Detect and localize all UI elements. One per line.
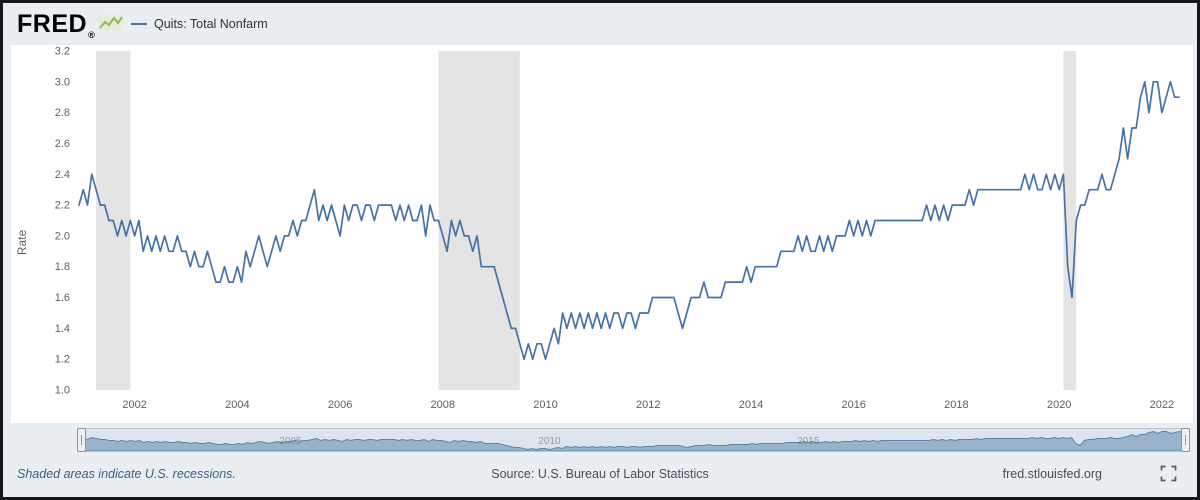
fred-logo[interactable]: FRED® xyxy=(17,10,124,40)
legend-label: Quits: Total Nonfarm xyxy=(154,17,268,31)
x-tick-label: 2010 xyxy=(533,399,557,411)
chart-panel: 1.0 1.2 1.4 1.6 1.8 2.0 2.2 2.4 2.6 2.8 3.0 3.2 2002… xyxy=(11,45,1193,423)
fred-url[interactable]: fred.stlouisfed.org xyxy=(1002,467,1102,481)
y-tick-label: 1.0 xyxy=(55,385,70,397)
y-axis-title: Rate xyxy=(17,229,29,256)
quits-line-chart[interactable]: 1.0 1.2 1.4 1.6 1.8 2.0 2.2 2.4 2.6 2.8 3.0 3.2 2002… xyxy=(11,45,1193,423)
y-tick-label: 3.0 xyxy=(55,76,70,88)
x-tick-label: 2004 xyxy=(225,399,249,411)
fullscreen-icon[interactable] xyxy=(1160,465,1177,482)
y-tick-label: 2.4 xyxy=(55,169,70,181)
recession-band xyxy=(1063,51,1077,390)
series-line xyxy=(78,80,1180,361)
legend-line-marker xyxy=(131,22,147,26)
x-tick-label: 2006 xyxy=(328,399,352,411)
navigator[interactable]: 2005 2010 2015 xyxy=(77,428,1190,452)
y-tick-label: 1.4 xyxy=(55,323,70,335)
navigator-year-label: 2015 xyxy=(797,436,820,447)
y-tick-label: 3.2 xyxy=(55,46,70,58)
y-tick-label: 2.8 xyxy=(55,107,70,119)
navigator-area-chart: 2005 2010 2015 xyxy=(79,430,1188,451)
recession-note: Shaded areas indicate U.S. recessions. xyxy=(17,467,236,481)
y-tick-label: 2.6 xyxy=(55,138,70,150)
navigator-year-label: 2005 xyxy=(279,436,302,447)
x-tick-label: 2014 xyxy=(739,399,763,411)
navigator-left-handle[interactable] xyxy=(77,428,86,452)
y-tick-label: 1.6 xyxy=(55,292,70,304)
x-tick-label: 2002 xyxy=(122,399,146,411)
navigator-year-label: 2010 xyxy=(538,436,561,447)
navigator-right-handle[interactable] xyxy=(1181,428,1190,452)
y-tick-label: 2.0 xyxy=(55,230,70,242)
fred-logo-text: FRED xyxy=(17,10,88,38)
x-tick-label: 2008 xyxy=(431,399,455,411)
y-tick-label: 2.2 xyxy=(55,200,70,212)
x-tick-label: 2022 xyxy=(1150,399,1174,411)
x-tick-label: 2018 xyxy=(944,399,968,411)
x-tick-label: 2016 xyxy=(841,399,865,411)
y-tick-label: 1.2 xyxy=(55,354,70,366)
x-tick-label: 2012 xyxy=(636,399,660,411)
x-tick-label: 2020 xyxy=(1047,399,1071,411)
navigator-area xyxy=(79,430,1188,451)
fred-logo-sparkline-icon xyxy=(98,15,124,32)
legend-item: Quits: Total Nonfarm xyxy=(131,17,268,31)
registered-mark: ® xyxy=(88,30,96,40)
source-text: Source: U.S. Bureau of Labor Statistics xyxy=(491,467,709,481)
y-tick-label: 1.8 xyxy=(55,261,70,273)
